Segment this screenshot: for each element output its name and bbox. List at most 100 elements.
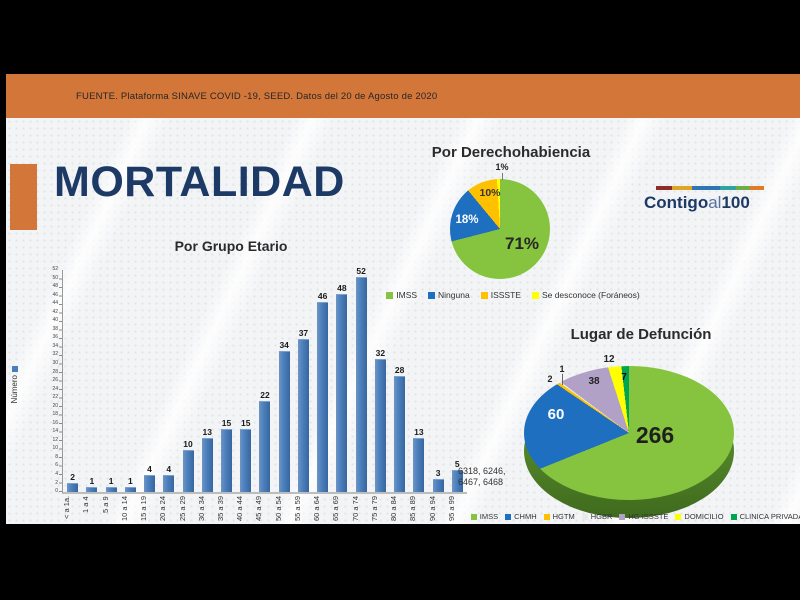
pie2-label-clinica-privada: 7	[621, 372, 627, 383]
y-tick-label: 52	[52, 266, 58, 272]
legend-label: IMSS	[479, 512, 499, 521]
bar-90 a 94[interactable]: 3	[429, 468, 448, 492]
y-tick-label: 12	[52, 436, 58, 443]
pie2-top-face	[524, 366, 734, 500]
bar-1 a 4[interactable]: 1	[82, 476, 101, 492]
y-tick-label: 14	[52, 428, 58, 435]
bar-60 a 64[interactable]: 46	[313, 291, 332, 492]
bar-35 a 39[interactable]: 15	[217, 418, 236, 492]
legend-swatch-icon	[730, 513, 737, 520]
bar-chart-plot[interactable]: 2 1 1 1 4 4 10 13 15 15 22 34 37 46 48 52 32 28 13 3 5	[62, 266, 467, 494]
legend-swatch-icon	[543, 513, 550, 520]
x-tick-label: 85 a 89	[408, 496, 418, 522]
y-tick-label: 8	[55, 453, 58, 460]
x-tick-label: 80 a 84	[389, 496, 399, 522]
pie2-chart[interactable]	[524, 366, 734, 518]
y-tick-label: 36	[52, 334, 58, 341]
y-tick-label: 32	[52, 351, 58, 358]
bar-95 a 99[interactable]: 5	[448, 459, 467, 492]
bar-chart-x-axis: < a 1a. 1 a 4 5 a 9 10 a 14 15 a 19 20 a 24 25…	[62, 496, 466, 524]
pie2-title: Lugar de Defunción	[570, 326, 712, 343]
bar-45 a 49[interactable]: 22	[255, 390, 274, 492]
x-tick-label: 40 a 44	[235, 496, 245, 522]
bar-30 a 34[interactable]: 13	[198, 427, 217, 492]
y-tick-label: 10	[52, 445, 58, 452]
legend-label: Ninguna	[438, 290, 470, 300]
x-tick-label: 70 a 74	[350, 496, 360, 522]
pie2-label-domicilio: 12	[603, 354, 615, 365]
legend-swatch-icon	[619, 513, 626, 520]
bar-65 a 69[interactable]: 48	[332, 283, 351, 492]
y-tick-label: 4	[55, 470, 58, 477]
bar-5 a 9[interactable]: 1	[102, 476, 121, 492]
pie2-label-hgtm: 2	[547, 374, 553, 384]
pie2-label-imss: 266	[635, 422, 675, 448]
x-tick-label: 30 a 34	[196, 496, 206, 522]
bar-75 a 79[interactable]: 32	[371, 348, 390, 492]
legend-item-hg-issste: HG ISSSTE	[619, 512, 668, 521]
legend-swatch-icon	[470, 513, 477, 520]
x-tick-label: 65 a 69	[331, 496, 341, 522]
legend-item-chmh: CHMH	[505, 512, 537, 521]
legend-label: HGBR	[590, 512, 613, 521]
legend-item-imss: IMSS	[470, 512, 499, 521]
series-marker-icon	[11, 366, 18, 372]
legend-label: HG ISSSTE	[628, 512, 669, 521]
x-tick-label: 60 a 64	[312, 496, 322, 522]
bar-chart-annotation: 6318, 6246, 6467, 6468	[458, 466, 506, 487]
source-text: FUENTE. Plataforma SINAVE COVID -19, SEE…	[76, 90, 438, 102]
pie1-label-imss: 71%	[504, 234, 540, 253]
x-tick-label: 45 a 49	[254, 496, 264, 522]
x-tick-label: 15 a 19	[139, 496, 149, 522]
logo-text: Contigoal100	[644, 193, 778, 213]
bar-chart-title: Por Grupo Etario	[174, 238, 288, 254]
legend-item-hgbr: HGBR	[581, 512, 613, 521]
bar-series-legend: Número	[10, 366, 19, 403]
x-tick-label: 90 a 94	[427, 496, 437, 522]
pie1-chart[interactable]	[450, 179, 550, 279]
y-tick-label: 18	[52, 411, 58, 418]
x-tick-label: 50 a 54	[273, 496, 283, 522]
y-axis-tickmarks	[59, 271, 62, 492]
bar-< a 1a.[interactable]: 2	[63, 472, 82, 492]
bar-70 a 74[interactable]: 52	[352, 266, 371, 492]
logo-text-al: al	[708, 193, 722, 212]
legend-item-hgtm: HGTM	[543, 512, 575, 521]
x-tick-label: 1 a 4	[81, 496, 91, 513]
legend-item-issste: ISSSTE	[480, 290, 521, 300]
legend-swatch-icon	[386, 291, 394, 299]
legend-label: ISSSTE	[490, 290, 521, 300]
logo-text-100: 100	[721, 193, 750, 212]
source-banner: FUENTE. Plataforma SINAVE COVID -19, SEE…	[6, 74, 800, 118]
bar-50 a 54[interactable]: 34	[275, 340, 294, 492]
x-tick-label: 75 a 79	[369, 496, 379, 522]
bar-10 a 14[interactable]: 1	[121, 476, 140, 492]
pie2-label-hgbr: 1	[559, 364, 565, 374]
pie2-leader-line	[562, 374, 563, 385]
bar-40 a 44[interactable]: 15	[236, 418, 255, 492]
legend-swatch-icon	[480, 291, 488, 299]
legend-item-se-desconoce-for-neos-: Se desconoce (Foráneos)	[531, 290, 640, 300]
series-label: Número	[10, 375, 19, 404]
legend-swatch-icon	[581, 513, 588, 520]
bar-chart-y-axis: 0 2 4 6 8 10 12 14 16 18 20 22 24 26 28 30 32 34 36 38 40 42 4…	[24, 266, 58, 494]
bar-55 a 59[interactable]: 37	[294, 328, 313, 492]
bar-20 a 24[interactable]: 4	[159, 464, 178, 492]
legend-label: IMSS	[396, 290, 418, 300]
page-title: MORTALIDAD	[54, 158, 345, 206]
x-tick-label: 95 a 99	[446, 496, 456, 522]
bar-80 a 84[interactable]: 28	[390, 365, 409, 492]
bar-15 a 19[interactable]: 4	[140, 464, 159, 492]
y-tick-label: 44	[52, 300, 58, 307]
y-tick-label: 16	[52, 419, 58, 426]
bar-85 a 89[interactable]: 13	[409, 427, 428, 492]
legend-swatch-icon	[675, 513, 682, 520]
legend-swatch-icon	[505, 513, 512, 520]
bar-25 a 29[interactable]: 10	[179, 439, 198, 492]
y-tick-label: 30	[52, 359, 58, 366]
pie2-label-hg-issste: 38	[588, 376, 600, 387]
x-tick-label: 55 a 59	[292, 496, 302, 522]
y-tick-label: 50	[52, 274, 58, 281]
legend-swatch-icon	[531, 291, 539, 299]
